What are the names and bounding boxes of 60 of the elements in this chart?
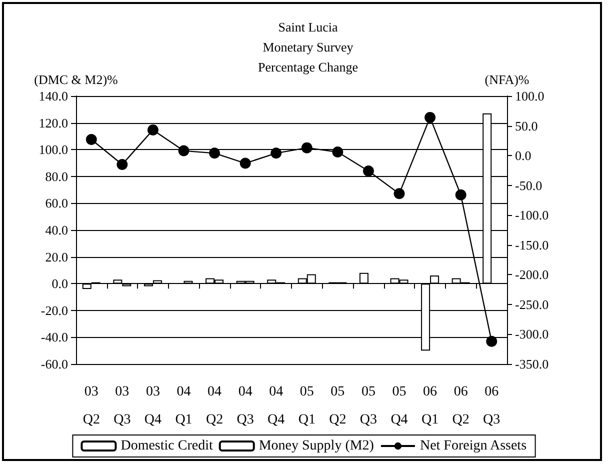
bar — [152, 280, 162, 284]
legend-label: Net Foreign Assets — [420, 438, 527, 454]
y2-tick-label: -350.0 — [515, 356, 549, 372]
point — [424, 112, 436, 123]
y-tick-label: 60.0 — [45, 196, 68, 211]
point — [394, 188, 405, 200]
y-tick-label: 120.0 — [38, 115, 68, 130]
x-tick-label: 06 Q1 — [421, 384, 439, 428]
y2-tick-label: -150.0 — [515, 237, 549, 252]
x-tick-label: 04 Q2 — [206, 384, 224, 428]
point — [147, 124, 158, 136]
legend-label: Domestic Credit — [120, 438, 213, 454]
x-tick-label: 05 Q4 — [390, 384, 408, 428]
x-tick-label: 03 Q4 — [144, 384, 162, 428]
legend-label: Money Supply (M2) — [258, 438, 374, 454]
y2-tick-label: -100.0 — [515, 208, 549, 223]
x-tick-label: 03 Q3 — [114, 384, 131, 428]
y-tick-label: 80.0 — [45, 168, 68, 184]
x-tick-label: 05 Q2 — [329, 384, 346, 428]
y2-tick-label: -250.0 — [515, 296, 549, 312]
point — [486, 336, 498, 347]
y-tick-label: -20.0 — [40, 302, 68, 318]
y2-tick-label: 50.0 — [515, 118, 538, 134]
y-tick-label: 20.0 — [45, 249, 68, 264]
y-tick-label: 0.0 — [52, 276, 68, 292]
point — [455, 189, 466, 200]
x-tick-label: 05 Q3 — [360, 384, 378, 428]
point — [116, 158, 128, 170]
x-tick-label: 06 Q2 — [452, 384, 470, 428]
y2-tick-label: -50.0 — [515, 178, 542, 193]
y2-tick-label: -200.0 — [515, 267, 549, 282]
y-tick-label: 100.0 — [38, 142, 68, 158]
x-tick-label: 06 Q3 — [483, 384, 500, 428]
point — [332, 146, 344, 158]
x-tick-label: 04 Q4 — [268, 384, 285, 428]
x-tick-label: 04 Q1 — [175, 384, 192, 428]
point — [301, 142, 312, 154]
point — [178, 145, 190, 156]
chart-title: Saint Lucia Monetary Survey Percentage Change — [258, 20, 358, 74]
point — [209, 148, 220, 159]
y-tick-label: 40.0 — [45, 222, 68, 238]
x-tick-label: 03 Q2 — [82, 384, 100, 428]
y-tick-label: -40.0 — [40, 330, 68, 345]
bar — [430, 276, 440, 284]
y2-axis-title: (NFA)% — [484, 72, 530, 87]
y-tick-label: -60.0 — [40, 356, 68, 372]
point — [240, 158, 251, 169]
x-tick-label: 05 Q1 — [298, 384, 316, 428]
y2-tick-label: -300.0 — [515, 326, 549, 342]
x-tick-label: 04 Q3 — [236, 384, 254, 428]
y2-tick-label: 0.0 — [515, 148, 532, 164]
y-tick-label: 140.0 — [38, 88, 68, 104]
y2-tick-label: 100.0 — [515, 88, 544, 104]
bar — [359, 272, 368, 284]
bar — [113, 280, 122, 284]
point — [362, 166, 374, 177]
point — [270, 148, 282, 159]
point — [86, 134, 97, 145]
bar — [82, 284, 92, 289]
y-axis-title: (DMC & M2)% — [34, 72, 118, 87]
